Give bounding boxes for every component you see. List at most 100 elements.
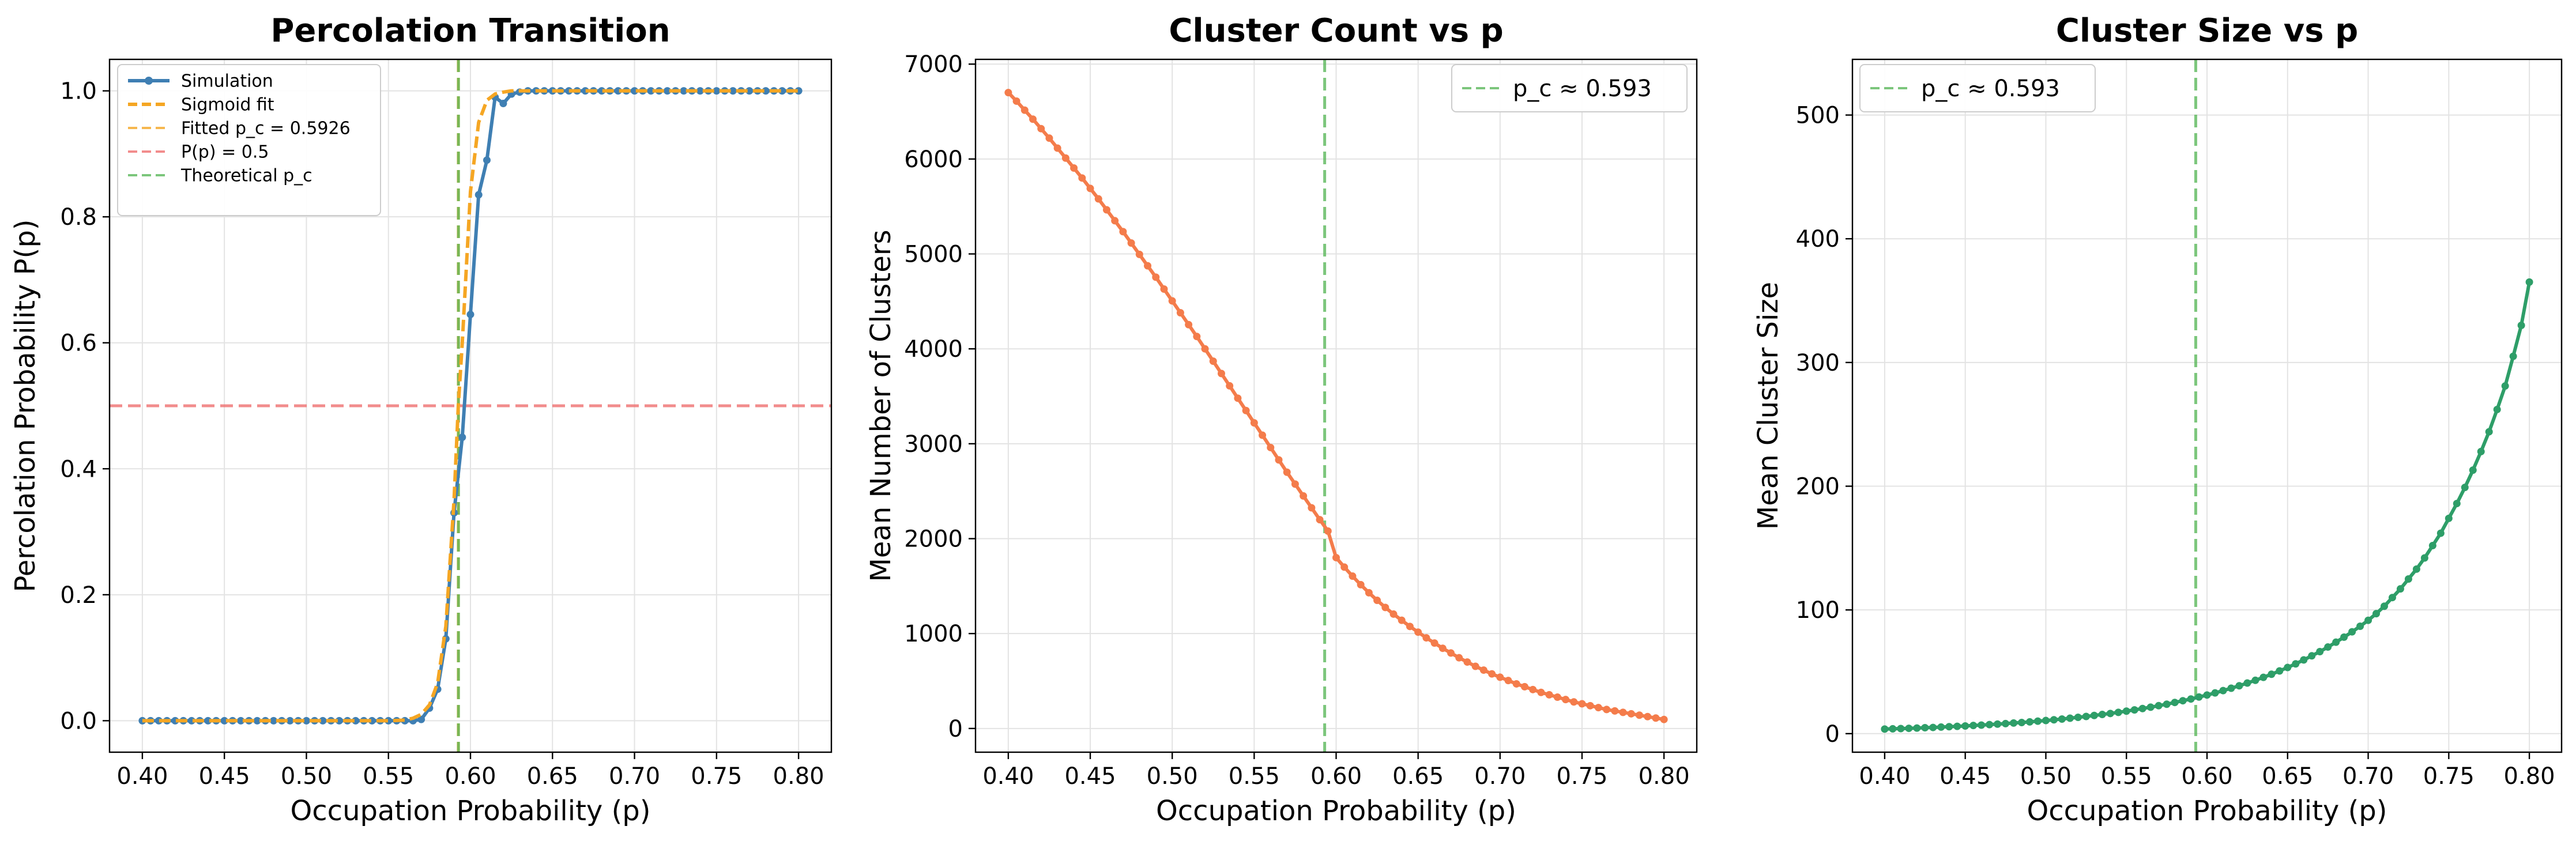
data-point	[1308, 504, 1316, 512]
data-point	[2010, 719, 2018, 727]
x-tick-label: 0.55	[2101, 763, 2152, 790]
x-tick-label: 0.40	[982, 763, 1034, 790]
data-point	[1094, 195, 1102, 203]
chart-panel-3: 0.40 0.45 0.50 0.55 0.60 0.65 0.70 0.75 0.80 0 100…	[1752, 12, 2563, 827]
data-point	[2235, 682, 2243, 690]
data-point	[2308, 652, 2316, 660]
x-tick-label: 0.65	[2262, 763, 2313, 790]
data-point	[1176, 309, 1184, 317]
y-tick-label: 2000	[904, 526, 963, 553]
data-point	[1398, 616, 1406, 624]
data-point	[1185, 320, 1193, 329]
data-point	[1053, 144, 1061, 152]
data-point	[1152, 273, 1160, 281]
y-tick-label: 0	[948, 716, 963, 742]
data-point	[2445, 514, 2453, 522]
data-point	[1020, 106, 1029, 114]
data-point	[598, 87, 606, 95]
data-point	[474, 191, 483, 199]
x-tick-label: 0.60	[445, 763, 496, 790]
data-point	[1586, 701, 1594, 710]
data-point	[1537, 688, 1545, 696]
legend-label: Simulation	[181, 71, 273, 92]
series-line	[142, 89, 799, 723]
y-tick-label: 7000	[904, 51, 963, 78]
x-tick-label: 0.70	[2342, 763, 2394, 790]
y-tick-label: 5000	[904, 242, 963, 268]
x-tick-label: 0.45	[199, 763, 250, 790]
data-point	[1226, 382, 1234, 390]
data-point	[1937, 723, 1945, 731]
x-tick-label: 0.65	[527, 763, 578, 790]
data-point	[1553, 693, 1561, 701]
data-point	[1627, 710, 1635, 718]
x-tick-label: 0.75	[691, 763, 742, 790]
data-point	[2388, 594, 2396, 602]
data-point	[483, 156, 491, 164]
chart-title: Cluster Count vs p	[1169, 12, 1503, 50]
data-point	[1644, 712, 1652, 720]
data-point	[319, 716, 327, 725]
legend: p_c ≈ 0.593	[1451, 64, 1688, 112]
data-point	[1135, 250, 1143, 258]
data-point	[1471, 662, 1479, 670]
legend-label: p_c ≈ 0.593	[1513, 76, 1652, 102]
data-point	[2211, 689, 2219, 697]
data-point	[2477, 447, 2485, 455]
data-point	[1037, 125, 1045, 133]
data-point	[2122, 707, 2130, 715]
data-point	[1422, 634, 1430, 642]
data-point	[1496, 673, 1504, 681]
x-tick-label: 0.65	[1392, 763, 1444, 790]
data-point	[2042, 716, 2050, 725]
legend-box	[1859, 64, 2096, 112]
data-point	[1406, 623, 1414, 631]
data-point	[1619, 708, 1627, 716]
data-point	[778, 87, 786, 95]
data-point	[1209, 357, 1217, 365]
data-point	[2251, 676, 2259, 684]
x-tick-label: 0.40	[116, 763, 168, 790]
data-point	[2187, 695, 2195, 703]
data-point	[1283, 468, 1291, 476]
data-point	[1012, 97, 1020, 105]
data-point	[2138, 704, 2146, 712]
data-point	[417, 715, 425, 723]
data-point	[2340, 633, 2348, 641]
grid	[1852, 59, 2562, 752]
data-point	[385, 716, 393, 725]
y-tick-label: 400	[1796, 226, 1840, 252]
data-point	[187, 716, 195, 725]
x-axis-label: Occupation Probability (p)	[1156, 795, 1516, 827]
y-axis-label: Mean Cluster Size	[1752, 282, 1784, 530]
series-markers	[1004, 89, 1668, 723]
x-tick-label: 0.50	[2020, 763, 2072, 790]
y-tick-label: 0.0	[60, 708, 97, 734]
data-point	[1144, 262, 1152, 270]
data-point	[1897, 725, 1905, 733]
data-point	[2396, 585, 2404, 593]
y-tick-label: 1000	[904, 621, 963, 647]
x-tick-label: 0.45	[1064, 763, 1116, 790]
data-point	[1267, 443, 1275, 451]
data-point	[2130, 706, 2138, 714]
data-point	[745, 87, 754, 95]
y-axis-label: Percolation Probability P(p)	[9, 219, 42, 592]
data-point	[1332, 553, 1340, 561]
data-point	[1994, 720, 2002, 728]
data-point	[2412, 565, 2420, 573]
x-tick-label: 0.75	[2423, 763, 2475, 790]
x-tick-label: 0.50	[281, 763, 332, 790]
data-point	[680, 87, 688, 95]
data-point	[253, 716, 261, 725]
data-point	[2461, 484, 2469, 492]
data-point	[1168, 297, 1176, 305]
data-point	[1381, 603, 1389, 612]
chart-panel-1: 0.40 0.45 0.50 0.55 0.60 0.65 0.70 0.75 0.80 0.0 0…	[9, 12, 833, 827]
data-point	[1578, 700, 1586, 708]
data-point	[2420, 554, 2428, 562]
data-point	[1504, 677, 1512, 685]
y-tick-label: 3000	[904, 431, 963, 458]
data-point	[368, 716, 376, 725]
legend-label: Sigmoid fit	[181, 95, 274, 115]
